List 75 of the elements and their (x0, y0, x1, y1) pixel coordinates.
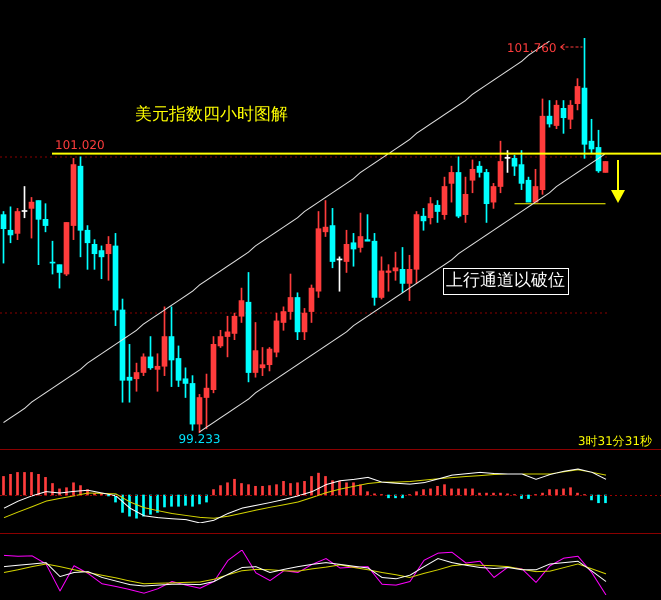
bar (296, 482, 299, 496)
bar (135, 494, 138, 518)
candlestick (504, 150, 510, 173)
bar (576, 492, 579, 496)
bar (471, 488, 474, 496)
bar (282, 481, 285, 496)
bar (72, 482, 75, 496)
bar (205, 494, 208, 502)
bar (240, 483, 243, 496)
bar (401, 494, 404, 498)
bar (37, 474, 40, 496)
annotation: 99.233 (178, 432, 220, 446)
bar (219, 485, 222, 496)
bar (415, 491, 418, 496)
bar (233, 478, 236, 496)
bar (9, 474, 12, 496)
bar (562, 488, 565, 496)
candlestick (8, 206, 14, 244)
bar (555, 489, 558, 496)
bar (366, 491, 369, 496)
bar (16, 472, 19, 496)
bar (310, 476, 313, 496)
bar (443, 484, 446, 496)
candlestick (106, 236, 112, 281)
bar (2, 476, 5, 496)
bar (51, 483, 54, 496)
candlestick (350, 233, 356, 267)
bar (30, 472, 33, 496)
bar (149, 494, 152, 515)
bar (184, 494, 187, 506)
bar (303, 481, 306, 496)
bar (352, 482, 355, 496)
bar (268, 485, 271, 496)
candlestick (420, 208, 426, 231)
bar (436, 486, 439, 496)
bar (317, 472, 320, 496)
bar (457, 488, 460, 496)
bar (198, 494, 201, 504)
candlestick (22, 186, 28, 218)
bar (604, 494, 607, 504)
bar (163, 494, 166, 508)
bar (170, 494, 173, 507)
bar (261, 486, 264, 496)
ref-line-label: 101.020 (55, 138, 105, 152)
bar (254, 486, 257, 496)
bar (464, 488, 467, 496)
bar (597, 494, 600, 504)
bar (422, 489, 425, 496)
bar (44, 477, 47, 496)
bar (212, 489, 215, 496)
bar (548, 489, 551, 496)
candlestick (28, 197, 34, 238)
bar (527, 494, 530, 499)
candlestick (50, 240, 56, 274)
bar (289, 483, 292, 496)
bar (450, 488, 453, 496)
bar (387, 494, 390, 498)
bar (275, 484, 278, 496)
bar (478, 492, 481, 496)
bar (23, 472, 26, 496)
bar (429, 488, 432, 496)
candlestick (336, 256, 342, 292)
text: 3时31分31秒 (578, 434, 652, 448)
bar (247, 484, 250, 496)
bar (142, 494, 145, 516)
bar (492, 492, 495, 496)
bar (541, 492, 544, 496)
bar (226, 482, 229, 496)
bar (191, 494, 194, 507)
bar (177, 494, 180, 507)
text: 美元指数四小时图解 (135, 104, 288, 124)
bar (156, 494, 159, 513)
annotation: 上行通道以破位 (446, 270, 565, 290)
bar (569, 487, 572, 496)
bar (128, 494, 131, 516)
